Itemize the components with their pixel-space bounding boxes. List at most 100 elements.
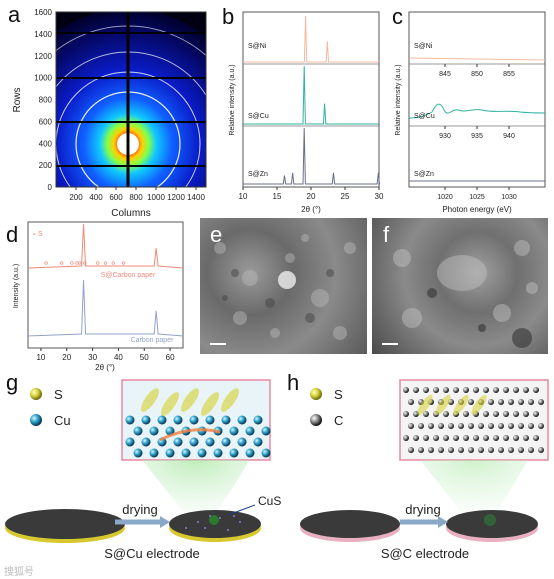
cu-atom — [125, 415, 135, 425]
panel-d-sulfur-marker — [44, 261, 48, 265]
panel-c-tick-label: 1020 — [437, 194, 453, 201]
caption-h: S@C electrode — [381, 546, 469, 561]
panel-label-c: c — [392, 4, 403, 29]
panel-b-ylabel: Relative intensity (a.u.) — [229, 64, 236, 135]
c-atom — [468, 423, 474, 429]
panel-b-xtick-label: 15 — [273, 192, 282, 201]
c-atom — [493, 387, 499, 393]
c-atom — [423, 435, 429, 441]
carbon-lattice-inset — [399, 379, 549, 461]
panel-c-tick-label: 930 — [439, 133, 451, 140]
panel-a-ytick-label: 400 — [39, 139, 53, 148]
panel-d-xtick-label: 10 — [36, 353, 45, 362]
panel-b-xtick-label: 10 — [239, 192, 248, 201]
c-atom — [483, 411, 489, 417]
s-chain — [200, 392, 220, 416]
panel-a-ytick-label: 800 — [39, 96, 53, 105]
panel-d-trace-0 — [27, 223, 184, 269]
panel-a-ytick-label: 1000 — [34, 74, 52, 83]
c-atom — [513, 411, 519, 417]
panel-c-xlabel: Photon energy (eV) — [442, 205, 512, 214]
cu-atom — [205, 415, 215, 425]
panel-a-xtick-label: 600 — [109, 193, 123, 202]
caption-g: S@Cu electrode — [104, 546, 200, 561]
c-atom — [448, 423, 454, 429]
sem-image-e — [200, 218, 367, 354]
s-chain — [220, 388, 240, 412]
c-atom — [438, 423, 444, 429]
panel-label-d: d — [6, 222, 19, 247]
panel-c-ylabel: Relative intensity (a.u.) — [395, 64, 402, 135]
c-atom — [523, 387, 529, 393]
panel-d-legend-marker: ∘ — [32, 231, 36, 238]
c-atom — [523, 411, 529, 417]
panel-a-xtick-label: 200 — [69, 193, 83, 202]
panel-b-trace-s-cu — [243, 65, 379, 125]
cu-atom — [165, 448, 175, 458]
c-atom — [413, 387, 419, 393]
panel-a-xtick-label: 800 — [129, 193, 143, 202]
cu-atom — [173, 415, 183, 425]
cu-atom — [181, 448, 191, 458]
c-atom — [513, 387, 519, 393]
panel-d-sulfur-marker — [78, 261, 82, 265]
watermark: 搜狐号 — [4, 567, 34, 578]
panel-c-trace-ni — [408, 57, 546, 61]
c-atom — [403, 387, 409, 393]
panel-c-series-zn: S@Zn — [414, 171, 434, 178]
c-atom — [468, 399, 474, 405]
cu-atom — [133, 426, 143, 436]
c-atom — [458, 423, 464, 429]
panel-c-tick-label: 845 — [439, 71, 451, 78]
c-atom — [418, 447, 424, 453]
panel-d-bottom-series: Carbon paper — [131, 337, 174, 344]
c-atom — [443, 435, 449, 441]
c-atom — [473, 387, 479, 393]
c-atom — [458, 447, 464, 453]
panel-c-tick-label: 855 — [503, 71, 515, 78]
cu-atom — [141, 415, 151, 425]
c-atom — [503, 435, 509, 441]
panel-a-xtick-label: 1000 — [147, 193, 165, 202]
panel-d-sulfur-marker — [70, 261, 74, 265]
cu-atom — [189, 415, 199, 425]
c-atom — [463, 411, 469, 417]
cu-atom — [245, 448, 255, 458]
c-atom — [498, 423, 504, 429]
panel-a-xtick-label: 400 — [89, 193, 103, 202]
cu-atom — [221, 415, 231, 425]
cu-atom — [133, 448, 143, 458]
c-atom — [488, 423, 494, 429]
panel-label-e: e — [210, 222, 223, 247]
c-atom — [528, 447, 534, 453]
c-atom — [408, 423, 414, 429]
cu-atom — [237, 415, 247, 425]
c-atom — [428, 447, 434, 453]
panel-b-trace-s-ni — [243, 15, 379, 63]
c-atom — [508, 447, 514, 453]
panel-b-xlabel: 2θ (°) — [301, 205, 321, 214]
panel-a-xtick-label: 1200 — [167, 193, 185, 202]
c-atom — [468, 447, 474, 453]
sulfur-atom-icon-h — [310, 388, 322, 400]
s-chain — [180, 388, 200, 412]
panel-d-xtick-label: 50 — [140, 353, 149, 362]
c-atom — [478, 447, 484, 453]
panel-d-ylabel: Intensity (a.u.) — [13, 264, 20, 308]
carbon-atom-icon — [310, 414, 322, 426]
cu-atom — [205, 437, 215, 447]
cu-atom — [149, 426, 159, 436]
c-atom — [433, 435, 439, 441]
c-atom — [483, 387, 489, 393]
c-atom — [528, 423, 534, 429]
cu-atom — [125, 437, 135, 447]
panel-d-sulfur-marker — [103, 261, 108, 265]
cu-atom — [221, 437, 231, 447]
panel-a-ylabel: Rows — [12, 87, 23, 112]
panel-d-xtick-label: 40 — [114, 353, 123, 362]
c-atom — [518, 447, 524, 453]
c-atom — [498, 447, 504, 453]
cu-atom — [141, 437, 151, 447]
